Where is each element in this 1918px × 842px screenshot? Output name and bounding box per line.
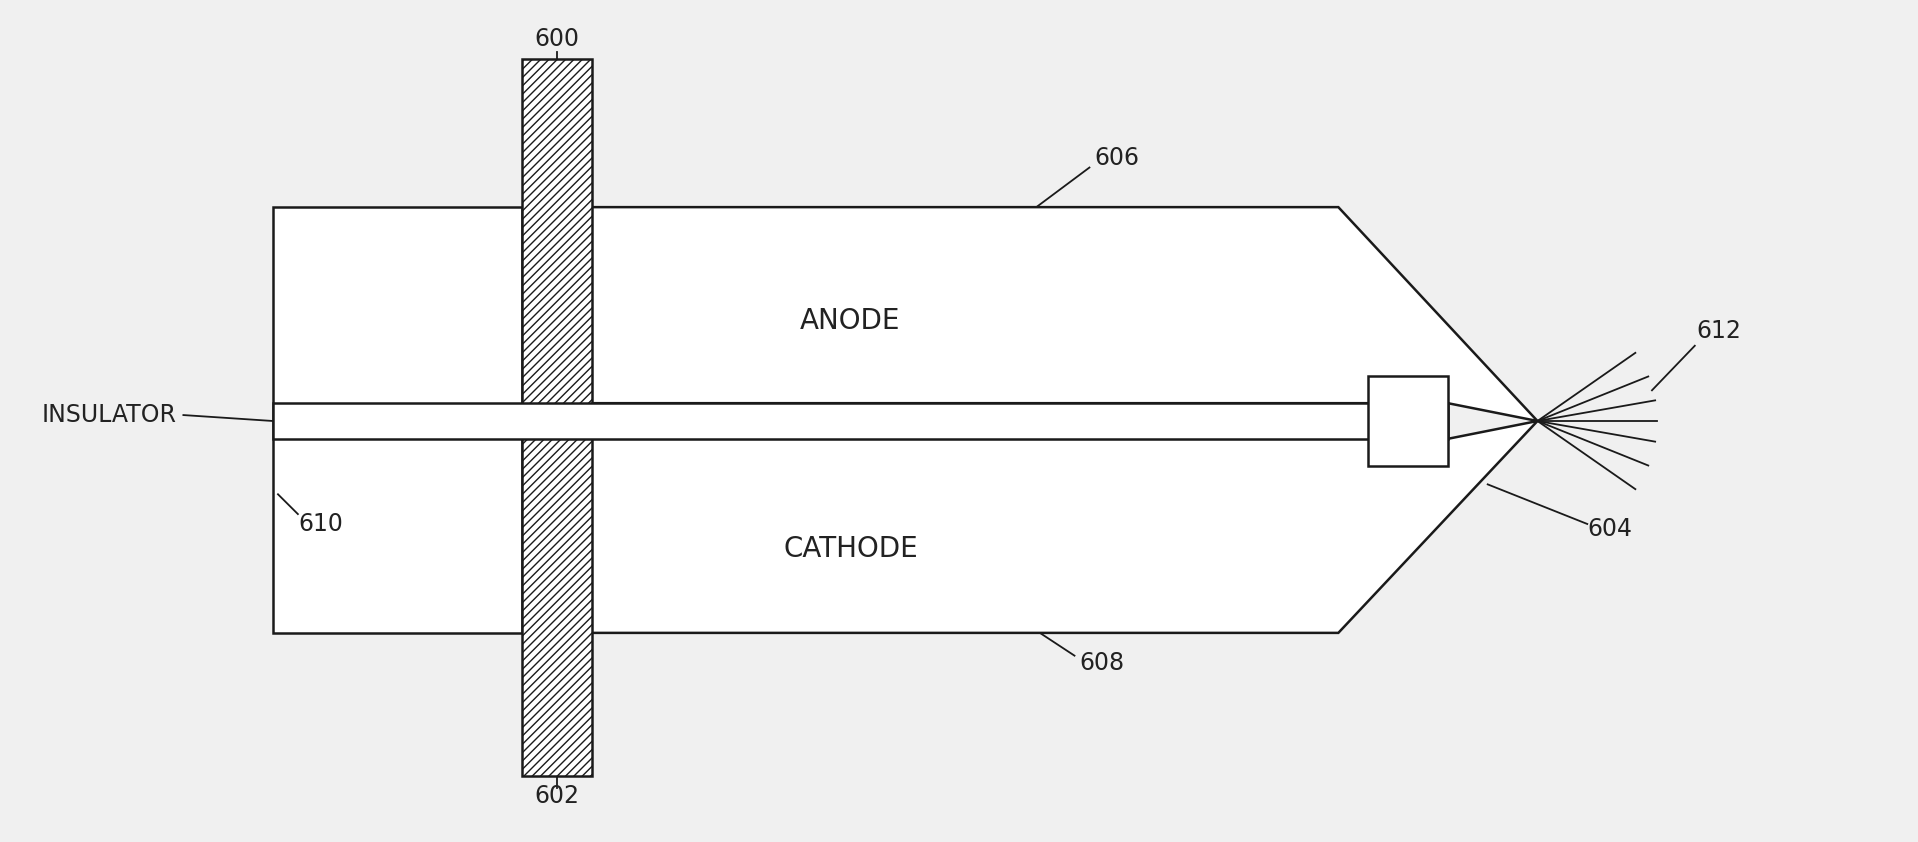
Bar — [522, 59, 591, 776]
Text: 604: 604 — [1588, 517, 1632, 541]
Polygon shape — [591, 421, 1538, 633]
Text: 602: 602 — [535, 784, 579, 808]
Text: CATHODE: CATHODE — [783, 535, 919, 562]
Text: ANODE: ANODE — [800, 307, 901, 335]
Bar — [272, 403, 1448, 439]
Text: 608: 608 — [1080, 651, 1124, 674]
Text: 606: 606 — [1095, 146, 1139, 169]
Bar — [272, 207, 522, 633]
Polygon shape — [591, 207, 1538, 421]
Text: 612: 612 — [1697, 319, 1742, 343]
Text: 610: 610 — [297, 512, 343, 536]
Bar — [1368, 376, 1448, 466]
Text: 600: 600 — [535, 27, 579, 51]
Text: INSULATOR: INSULATOR — [40, 403, 176, 427]
